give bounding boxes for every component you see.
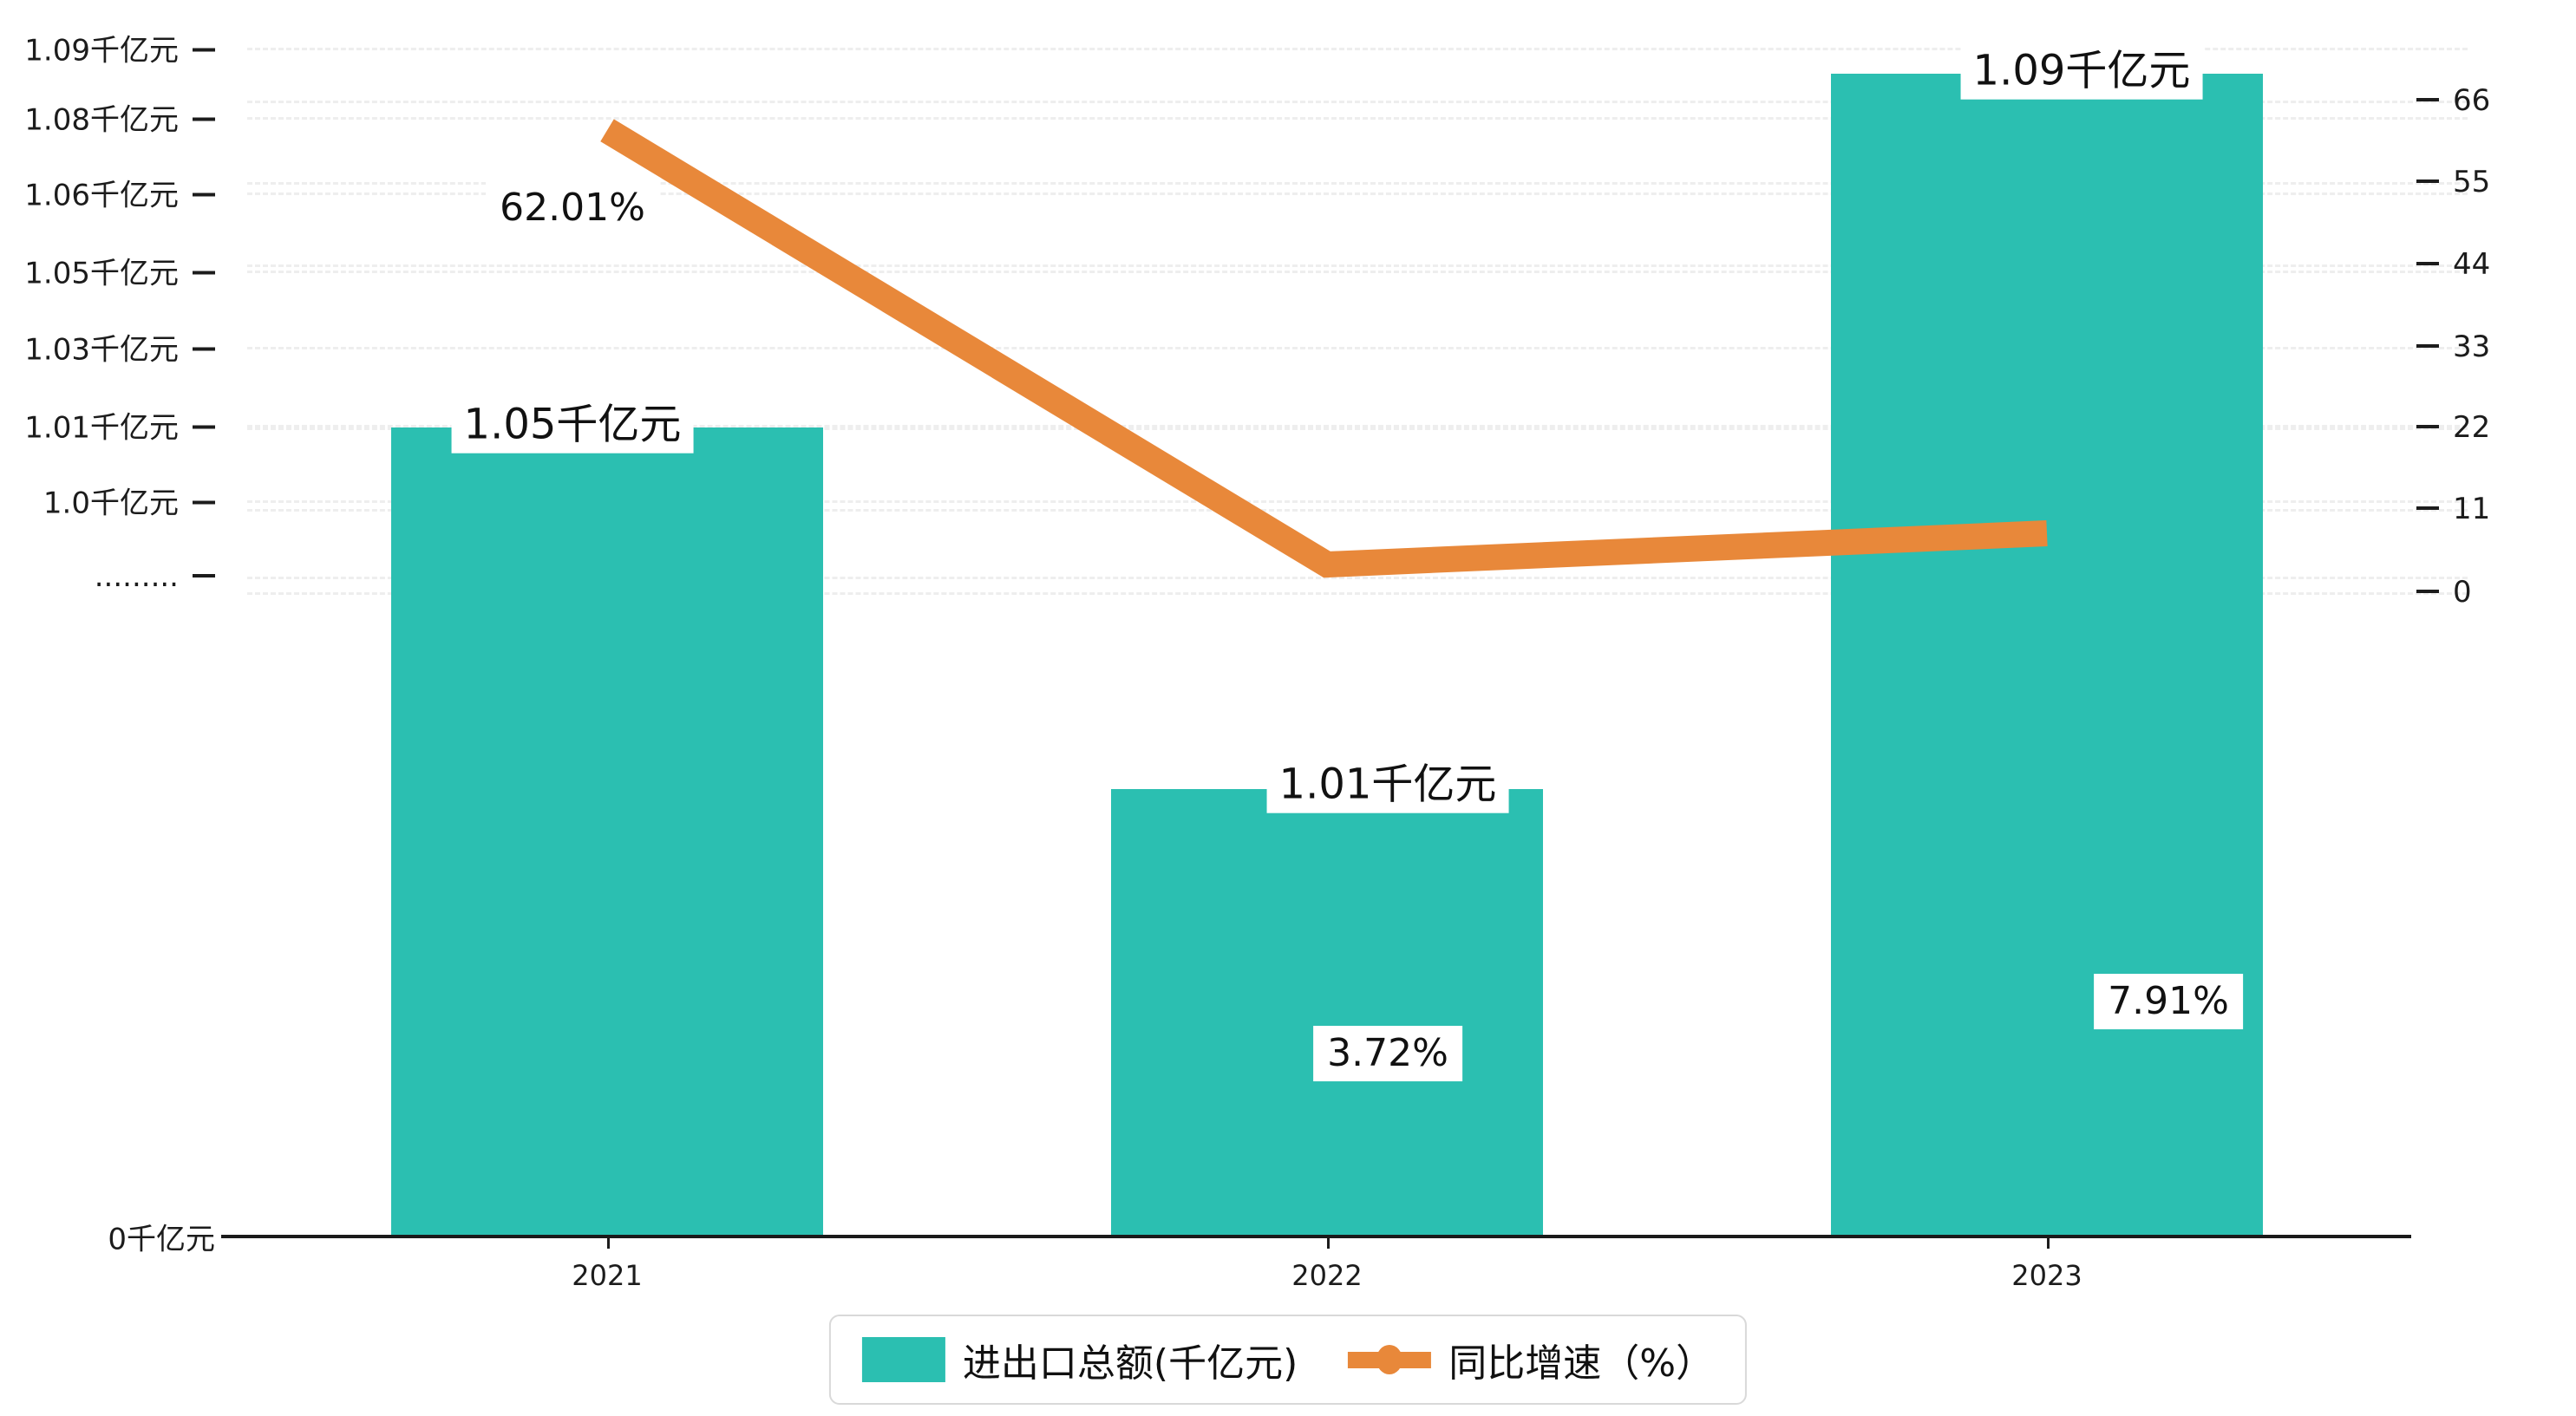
right-axis-tick-label: 66 <box>2416 83 2490 118</box>
tick-text: 1.05千亿元 <box>24 256 179 291</box>
x-axis-tick-label-2023: 2023 <box>2011 1259 2082 1292</box>
tick-text: 1.01千亿元 <box>24 410 179 446</box>
tick-text: 55 <box>2453 165 2491 199</box>
bar-2021[interactable] <box>391 427 823 1237</box>
tick-mark <box>193 500 215 505</box>
tick-text: 22 <box>2453 410 2491 445</box>
tick-mark <box>193 271 215 275</box>
tick-mark <box>193 574 215 577</box>
left-axis-tick-label: 1.03千亿元 <box>24 326 215 369</box>
tick-mark <box>2416 98 2439 101</box>
bar-value-label-2021: 1.05千亿元 <box>451 396 694 454</box>
right-axis-tick-label: 0 <box>2416 575 2472 610</box>
tick-mark <box>2416 344 2439 348</box>
tick-text: 1.03千亿元 <box>24 332 179 368</box>
legend-item-growth-rate[interactable]: 同比增速（%） <box>1348 1332 1714 1387</box>
x-axis-tick-label-2022: 2022 <box>1291 1259 1363 1292</box>
tick-mark <box>193 425 215 429</box>
x-axis-line <box>221 1235 2411 1238</box>
gridline <box>247 117 2468 120</box>
left-axis-tick-label: 1.0千亿元 <box>43 480 215 522</box>
legend-item-label: 进出口总额(千亿元) <box>962 1341 1298 1386</box>
tick-mark <box>2416 179 2439 183</box>
tick-text: 1.08千亿元 <box>24 102 179 138</box>
x-axis-tick-label-2021: 2021 <box>572 1259 643 1292</box>
legend-item-label: 同比增速（%） <box>1448 1341 1715 1386</box>
x-axis-tick-mark <box>1327 1237 1330 1249</box>
right-axis-tick-label: 55 <box>2416 165 2490 199</box>
tick-mark <box>2416 425 2439 428</box>
left-axis-tick-label: 1.05千亿元 <box>24 250 215 292</box>
line-swatch-icon <box>1348 1337 1432 1382</box>
tick-text: ......... <box>94 559 179 594</box>
bar-swatch-icon <box>861 1337 945 1382</box>
tick-mark <box>193 117 215 121</box>
tick-text: 0千亿元 <box>108 1222 215 1257</box>
line-value-label-2021: 62.01% <box>486 180 659 236</box>
right-axis-tick-label: 44 <box>2416 247 2490 282</box>
tick-mark <box>2416 262 2439 265</box>
bar-value-label-2023: 1.09千亿元 <box>1960 42 2203 100</box>
right-axis-tick-label: 22 <box>2416 410 2490 445</box>
bar-2022[interactable] <box>1111 789 1543 1237</box>
tick-text: 66 <box>2453 83 2491 118</box>
gridline <box>247 101 2468 103</box>
line-value-label-2023: 7.91% <box>2094 974 2243 1029</box>
tick-text: 33 <box>2453 330 2491 364</box>
right-axis-tick-label: 11 <box>2416 492 2490 526</box>
left-axis-tick-label: 1.01千亿元 <box>24 404 215 447</box>
left-axis-tick-label: 0千亿元 <box>108 1216 215 1258</box>
tick-text: 0 <box>2453 575 2472 610</box>
gridline <box>247 577 2468 579</box>
left-axis-tick-label: ......... <box>95 559 215 594</box>
left-axis-tick-label: 1.08千亿元 <box>24 96 215 139</box>
x-axis-tick-mark <box>607 1237 610 1249</box>
tick-mark <box>193 347 215 351</box>
tick-mark <box>193 48 215 52</box>
x-axis-tick-mark <box>2047 1237 2050 1249</box>
legend-item-total-trade[interactable]: 进出口总额(千亿元) <box>861 1332 1298 1387</box>
line-value-label-2022: 3.72% <box>1313 1026 1462 1081</box>
tick-text: 1.09千亿元 <box>24 33 179 69</box>
tick-text: 11 <box>2453 492 2491 526</box>
tick-text: 1.0千亿元 <box>42 486 179 521</box>
bar-2023[interactable] <box>1831 74 2263 1237</box>
tick-text: 44 <box>2453 247 2491 282</box>
gridline <box>247 592 2468 595</box>
tick-text: 1.06千亿元 <box>24 178 179 213</box>
tick-mark <box>193 192 215 197</box>
chart-legend: 进出口总额(千亿元) 同比增速（%） <box>828 1315 1748 1405</box>
gridline <box>247 48 2468 50</box>
bar-value-label-2022: 1.01千亿元 <box>1266 756 1509 813</box>
tick-mark <box>2416 590 2439 593</box>
right-axis-tick-label: 33 <box>2416 330 2490 364</box>
left-axis-tick-label: 1.06千亿元 <box>24 172 215 214</box>
tick-mark <box>2416 506 2439 510</box>
left-axis-tick-label: 1.09千亿元 <box>24 27 215 69</box>
